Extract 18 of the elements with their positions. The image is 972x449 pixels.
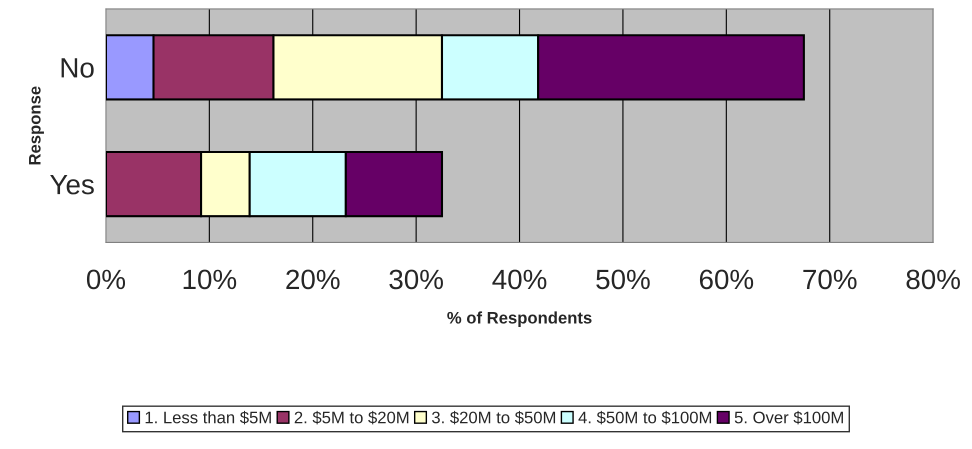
y-tick-label: No (62, 58, 94, 78)
legend-label: 4. $50M to $100M (578, 410, 712, 424)
x-tick-label: 80% (906, 270, 960, 290)
x-tick-label: 70% (803, 270, 857, 290)
legend-label: 3. $20M to $50M (432, 410, 556, 424)
y-tick-label: Yes (50, 175, 94, 194)
x-tick-label: 20% (286, 270, 340, 290)
x-tick-label: 60% (700, 270, 754, 290)
legend-label: 1. Less than $5M (146, 410, 271, 424)
x-tick-label: 50% (596, 270, 650, 290)
x-tick-label: 0% (86, 270, 126, 290)
y-axis-title: Response (29, 86, 44, 164)
legend-label: 2. $5M to $20M (294, 410, 408, 424)
legend-label: 5. Over $100M (734, 410, 843, 424)
x-tick-label: 40% (492, 270, 546, 290)
x-tick-label: 10% (184, 270, 236, 290)
x-tick-label: 30% (389, 270, 443, 290)
x-axis-title: % of Respondents (447, 311, 592, 327)
